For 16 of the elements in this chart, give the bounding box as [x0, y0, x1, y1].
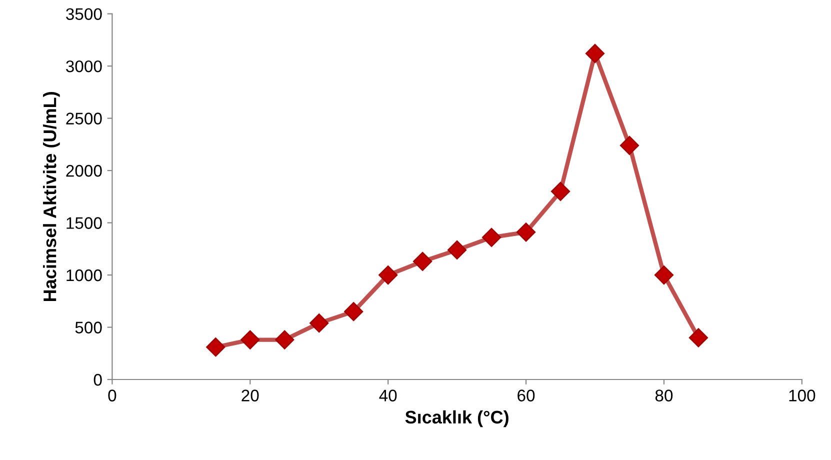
x-axis-title: Sıcaklık (°C): [405, 410, 508, 428]
y-tick-label: 0: [94, 374, 102, 386]
x-tick-label: 80: [655, 390, 673, 402]
y-tick-label: 3000: [66, 60, 102, 72]
x-tick-label: 20: [242, 390, 259, 402]
y-tick-label: 2000: [66, 164, 102, 177]
y-tick-label: 3500: [66, 8, 102, 20]
y-tick-label: 1000: [66, 269, 102, 282]
x-tick-label: 100: [789, 390, 816, 402]
y-tick-label: 500: [75, 322, 102, 334]
x-tick-label: 40: [379, 390, 397, 402]
y-axis-title: Hacimsel Aktivite (U/mL): [43, 92, 60, 301]
y-tick-label: 2500: [66, 112, 102, 124]
x-tick-label: 60: [518, 390, 535, 402]
x-tick-label: 0: [108, 390, 116, 402]
y-tick-label: 1500: [66, 217, 102, 229]
